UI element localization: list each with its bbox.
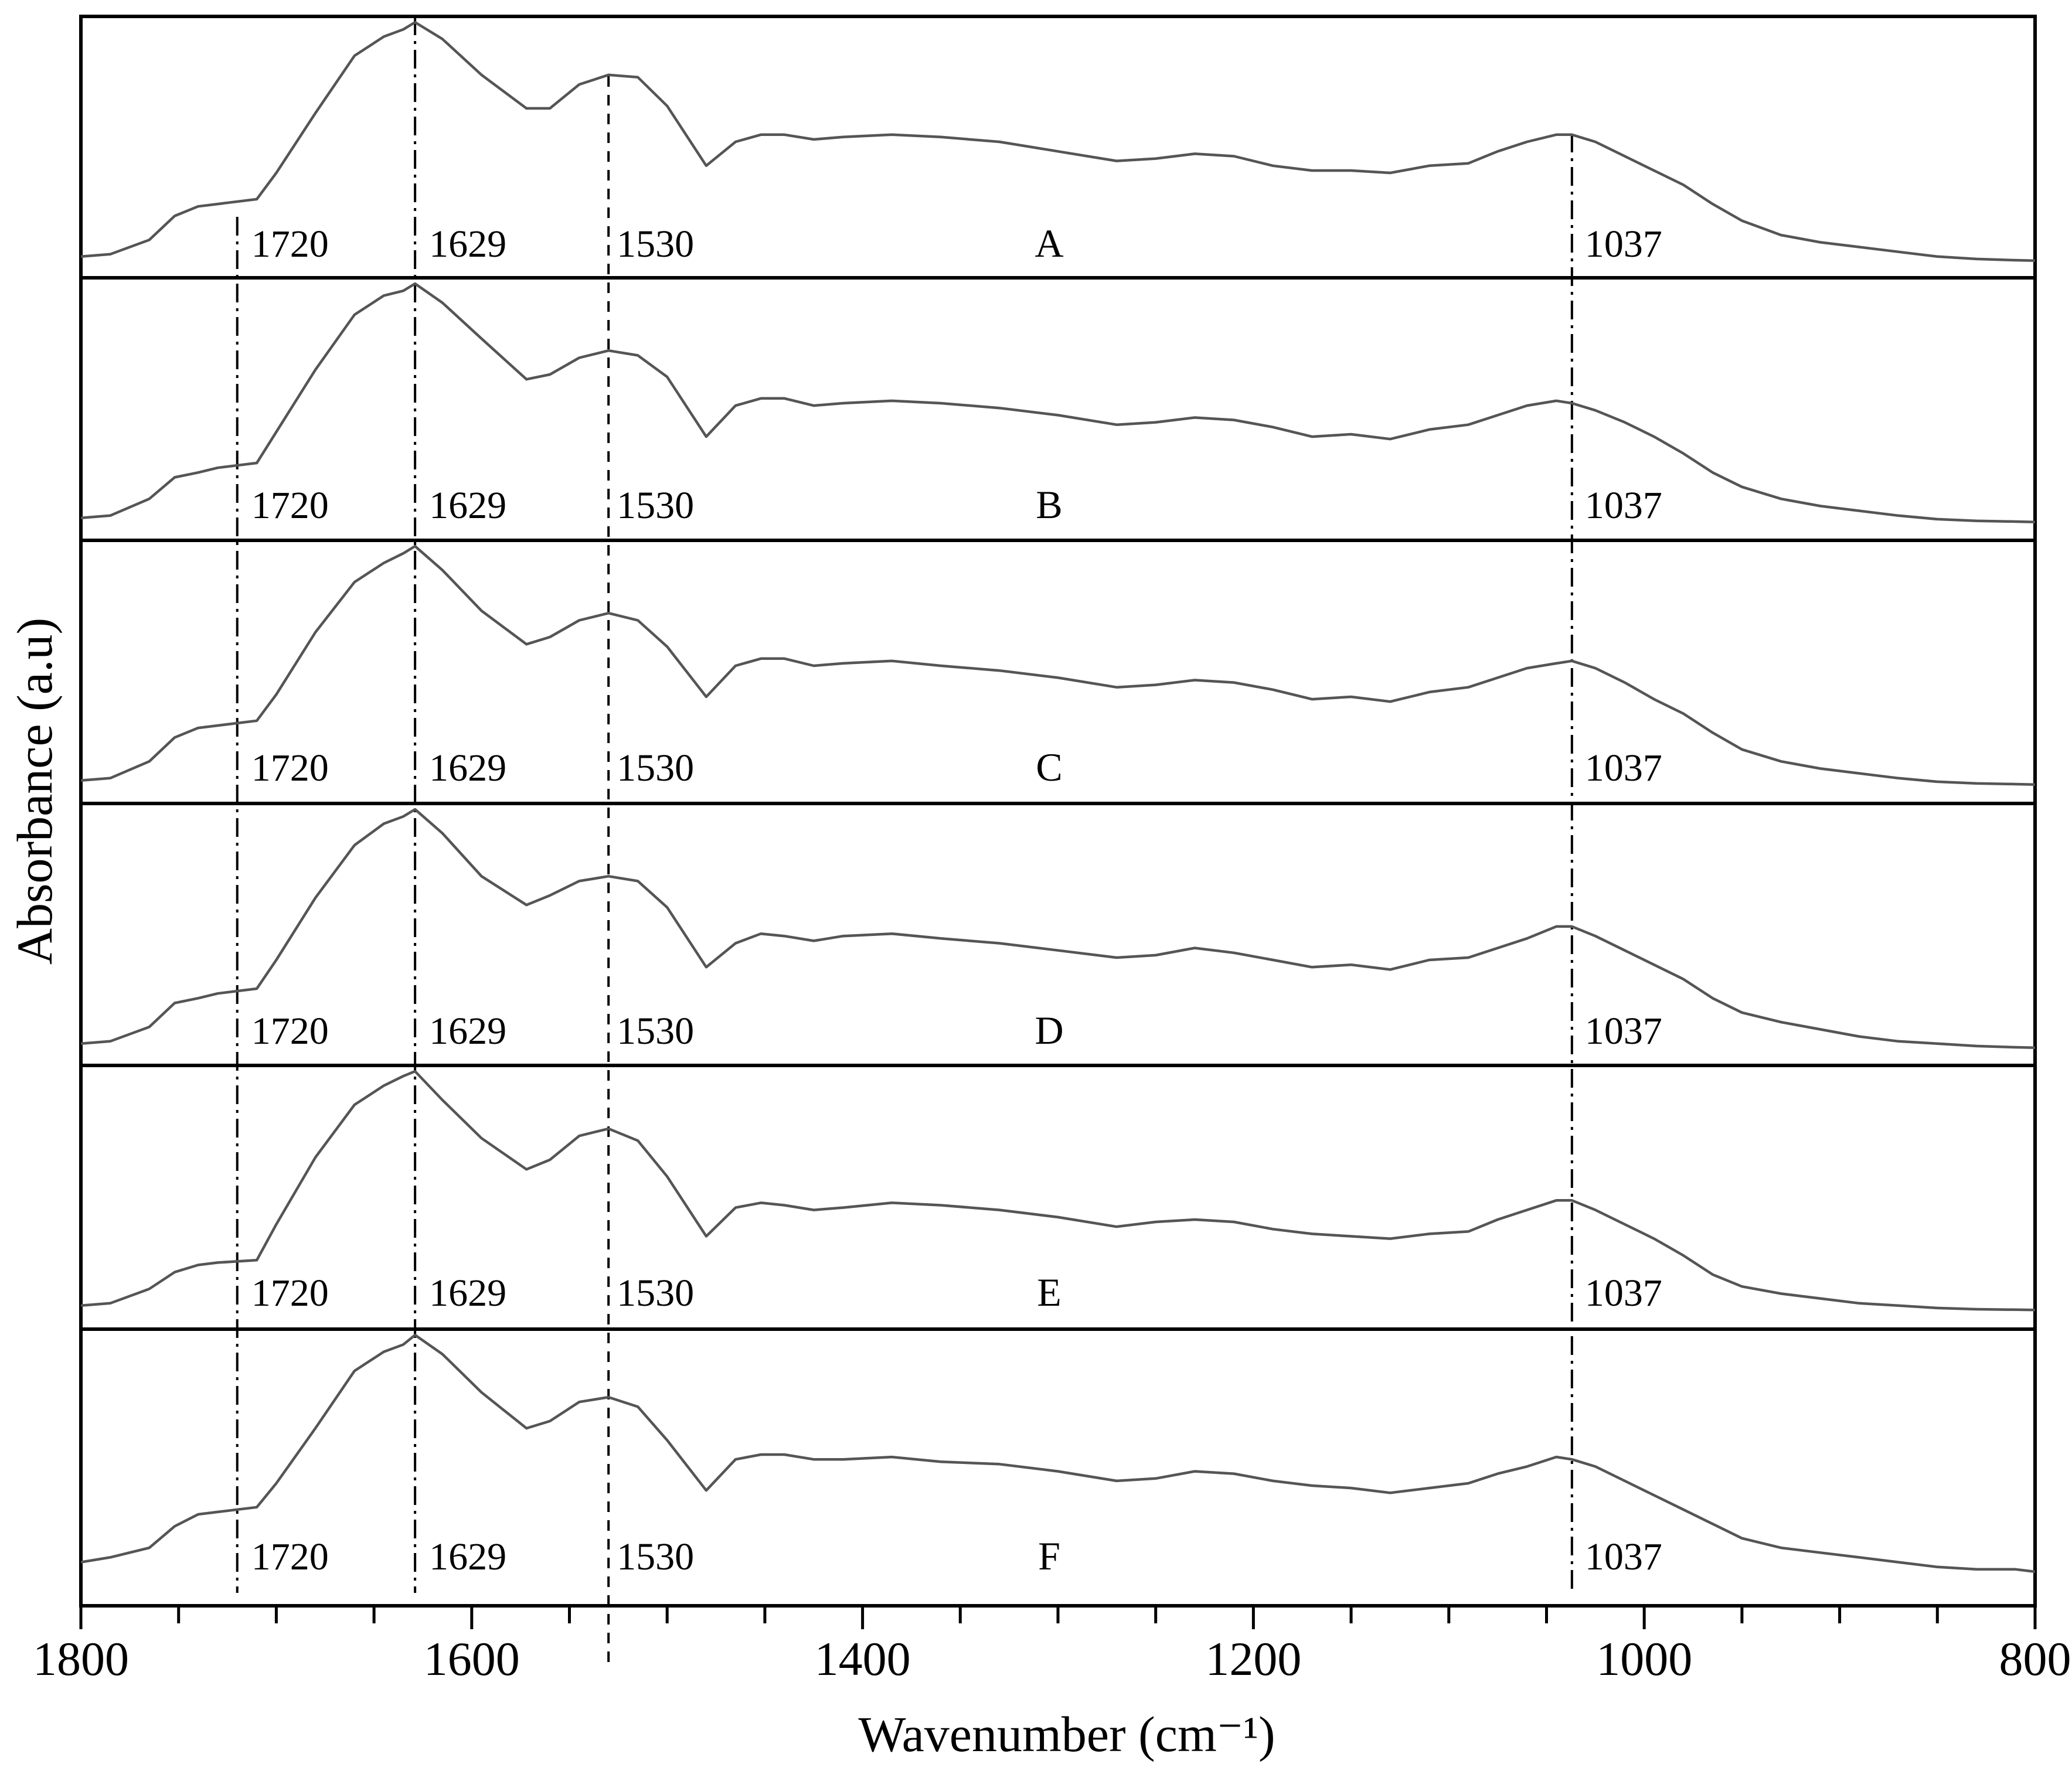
panel-tag-E: E (1037, 1270, 1061, 1315)
spectrum-line-A (80, 21, 2036, 263)
peak-label-1720: 1720 (251, 1535, 329, 1578)
peak-label-1629: 1629 (429, 223, 506, 265)
panel-B: 1720 1629 1530 1037 B (80, 282, 2036, 527)
y-axis-label: Absorbance (a.u) (6, 618, 63, 965)
spectrum-panels: 1720 1629 1530 1037 A 1720 1629 1530 1037 B 1720 16… (79, 15, 2037, 1664)
x-tick-label: 1000 (1596, 1632, 1692, 1685)
peak-label-1629: 1629 (429, 1010, 506, 1053)
peak-label-1720: 1720 (251, 223, 329, 265)
peak-label-1720: 1720 (251, 484, 329, 527)
peak-label-1530: 1530 (617, 1010, 694, 1053)
panel-tag-C: C (1036, 745, 1062, 789)
x-tick-label: 1400 (815, 1632, 911, 1685)
peak-label-1629: 1629 (429, 484, 506, 527)
panel-tag-B: B (1036, 482, 1062, 527)
peak-label-1037: 1037 (1585, 1535, 1662, 1578)
x-tick-label: 1200 (1205, 1632, 1301, 1685)
spectrum-line-C (80, 544, 2036, 786)
peak-label-1530: 1530 (617, 484, 694, 527)
panel-A: 1720 1629 1530 1037 A (80, 21, 2036, 265)
spectrum-line-D (80, 808, 2036, 1050)
peak-label-1037: 1037 (1585, 1272, 1662, 1315)
x-axis: 1800 1600 1400 1200 1000 800 (33, 1606, 2071, 1685)
spectrum-line-E (80, 1070, 2036, 1312)
panel-tag-F: F (1038, 1534, 1060, 1578)
spectrum-line-F (80, 1333, 2036, 1574)
peak-label-1720: 1720 (251, 747, 329, 789)
x-axis-label: Wavenumber (cm⁻¹) (858, 1706, 1275, 1762)
panel-D: 1720 1629 1530 1037 D (80, 808, 2036, 1053)
peak-label-1629: 1629 (429, 747, 506, 789)
peak-label-1629: 1629 (429, 1535, 506, 1578)
peak-label-1037: 1037 (1585, 747, 1662, 789)
peak-label-1530: 1530 (617, 747, 694, 789)
panel-tag-D: D (1035, 1008, 1063, 1053)
x-tick-label: 800 (1999, 1632, 2071, 1685)
x-tick-label: 1800 (33, 1632, 129, 1685)
panel-C: 1720 1629 1530 1037 C (80, 544, 2036, 789)
peak-label-1530: 1530 (617, 223, 694, 265)
peak-label-1037: 1037 (1585, 484, 1662, 527)
panel-tag-A: A (1035, 221, 1063, 265)
panel-E: 1720 1629 1530 1037 E (80, 1070, 2036, 1315)
peak-label-1720: 1720 (251, 1272, 329, 1315)
reference-lines (236, 16, 1573, 1664)
peak-label-1720: 1720 (251, 1010, 329, 1053)
panel-F: 1720 1629 1530 1037 F (80, 1333, 2036, 1578)
peak-label-1530: 1530 (617, 1272, 694, 1315)
spectrum-line-B (80, 282, 2036, 524)
peak-label-1530: 1530 (617, 1535, 694, 1578)
peak-label-1037: 1037 (1585, 223, 1662, 265)
peak-label-1037: 1037 (1585, 1010, 1662, 1053)
x-tick-label: 1600 (424, 1632, 520, 1685)
peak-label-1629: 1629 (429, 1272, 506, 1315)
